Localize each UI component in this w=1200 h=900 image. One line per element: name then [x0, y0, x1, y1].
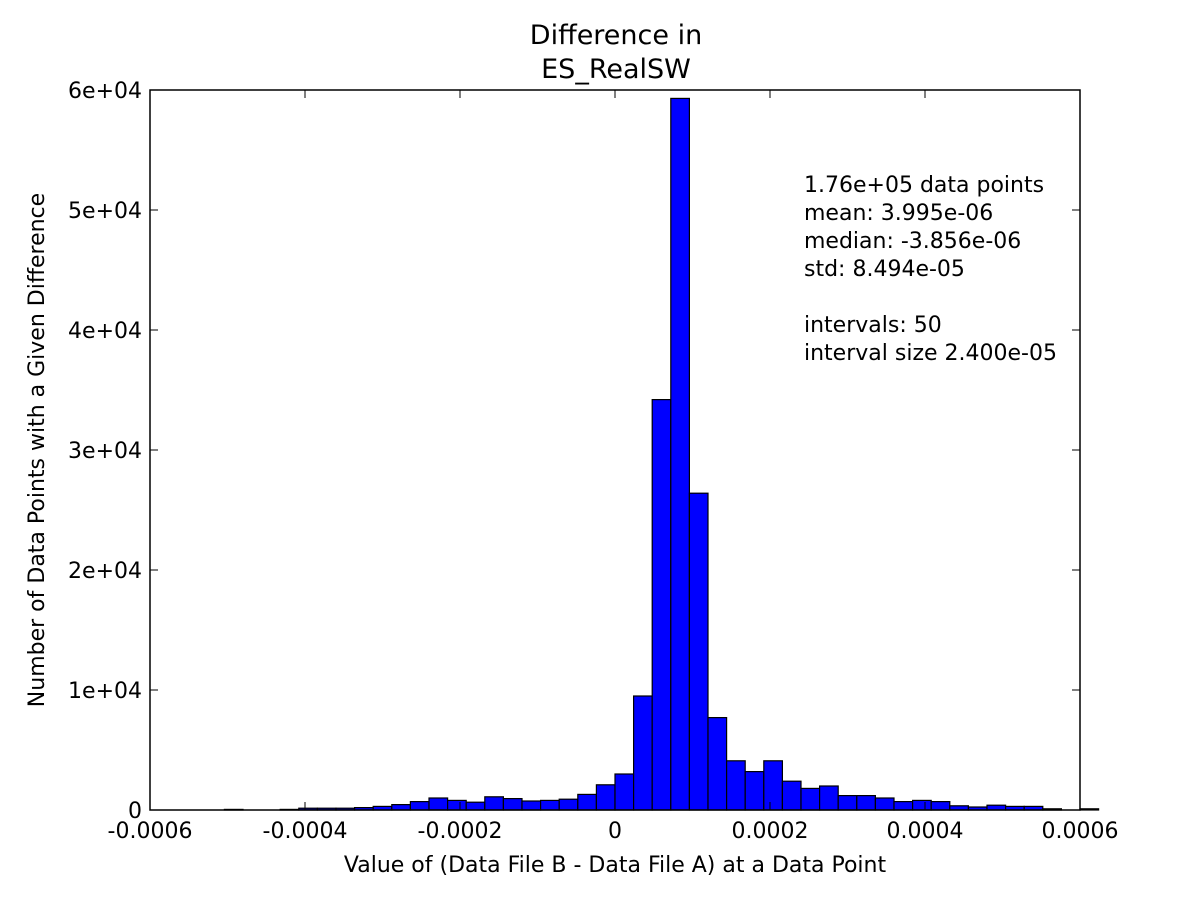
x-tick-label: 0.0006: [1042, 819, 1119, 844]
chart-title: Difference in ES_RealSW: [530, 20, 702, 85]
histogram-bar: [1079, 808, 1100, 811]
histogram-bar: [688, 492, 709, 811]
histogram-bar: [763, 760, 783, 811]
histogram-bar: [409, 800, 430, 811]
x-axis-ticks: -0.0006 -0.0004 -0.0002 0 0.0002 0.0004 0.0006: [108, 90, 1119, 844]
histogram-bar: [818, 785, 839, 811]
stats-annotation-line: median: -3.856e-06: [804, 229, 1021, 254]
histogram-bar: [595, 784, 616, 811]
stats-annotation-line: interval size 2.400e-05: [804, 341, 1057, 366]
bars-group: [223, 97, 1100, 811]
stats-annotation: 1.76e+05 data points mean: 3.995e-06 media…: [804, 173, 1057, 366]
chart-title-line-1: Difference in: [530, 20, 702, 51]
y-tick-label: 5e+04: [68, 199, 142, 224]
y-tick-label: 6e+04: [68, 79, 142, 104]
x-tick-label: -0.0004: [263, 819, 348, 844]
y-tick-label: 4e+04: [68, 319, 142, 344]
histogram-bar: [614, 773, 635, 811]
stats-annotation-line: 1.76e+05 data points: [804, 173, 1044, 198]
histogram-bar: [521, 800, 542, 811]
histogram-bar: [651, 399, 672, 811]
y-tick-label: 3e+04: [68, 439, 142, 464]
x-tick-label: 0.0004: [887, 819, 964, 844]
histogram-bar: [465, 801, 486, 811]
histogram-bar: [800, 787, 821, 811]
y-axis-label: Number of Data Points with a Given Diffe…: [25, 193, 50, 707]
y-tick-label: 1e+04: [68, 679, 142, 704]
histogram-bar: [911, 799, 932, 811]
histogram-bar: [447, 799, 467, 811]
x-tick-label: 0: [608, 819, 622, 844]
histogram-bar: [930, 800, 951, 811]
chart-title-line-2: ES_RealSW: [541, 54, 691, 85]
x-tick-label: -0.0002: [418, 819, 503, 844]
histogram-bar: [428, 797, 449, 811]
histogram-bar: [837, 794, 858, 811]
histogram-bar: [484, 796, 504, 811]
histogram-bar: [781, 780, 802, 811]
plot-frame: [149, 89, 1081, 811]
histogram-bar: [502, 797, 523, 811]
histogram-bar: [558, 798, 579, 811]
x-tick-label: -0.0006: [108, 819, 193, 844]
x-axis-label: Value of (Data File B - Data File A) at …: [344, 853, 887, 878]
histogram-bar: [725, 760, 746, 811]
histogram-bar: [893, 800, 914, 811]
y-tick-label: 0: [128, 799, 142, 824]
x-tick-label: 0.0002: [732, 819, 809, 844]
histogram-bar: [744, 770, 765, 811]
histogram-bar: [670, 97, 690, 811]
histogram-bar: [391, 803, 411, 811]
histogram-bar: [577, 793, 597, 811]
histogram-bar: [707, 716, 728, 811]
stats-annotation-line: intervals: 50: [804, 313, 942, 338]
stats-annotation-line: mean: 3.995e-06: [804, 201, 993, 226]
histogram-bar: [632, 695, 653, 811]
histogram-bar: [539, 799, 560, 811]
histogram-bar: [874, 797, 895, 811]
stats-annotation-line: std: 8.494e-05: [804, 257, 965, 282]
histogram-bar: [856, 794, 876, 811]
y-axis-ticks: 0 1e+04 2e+04 3e+04 4e+04 5e+04 6e+04: [68, 79, 1080, 824]
y-tick-label: 2e+04: [68, 559, 142, 584]
